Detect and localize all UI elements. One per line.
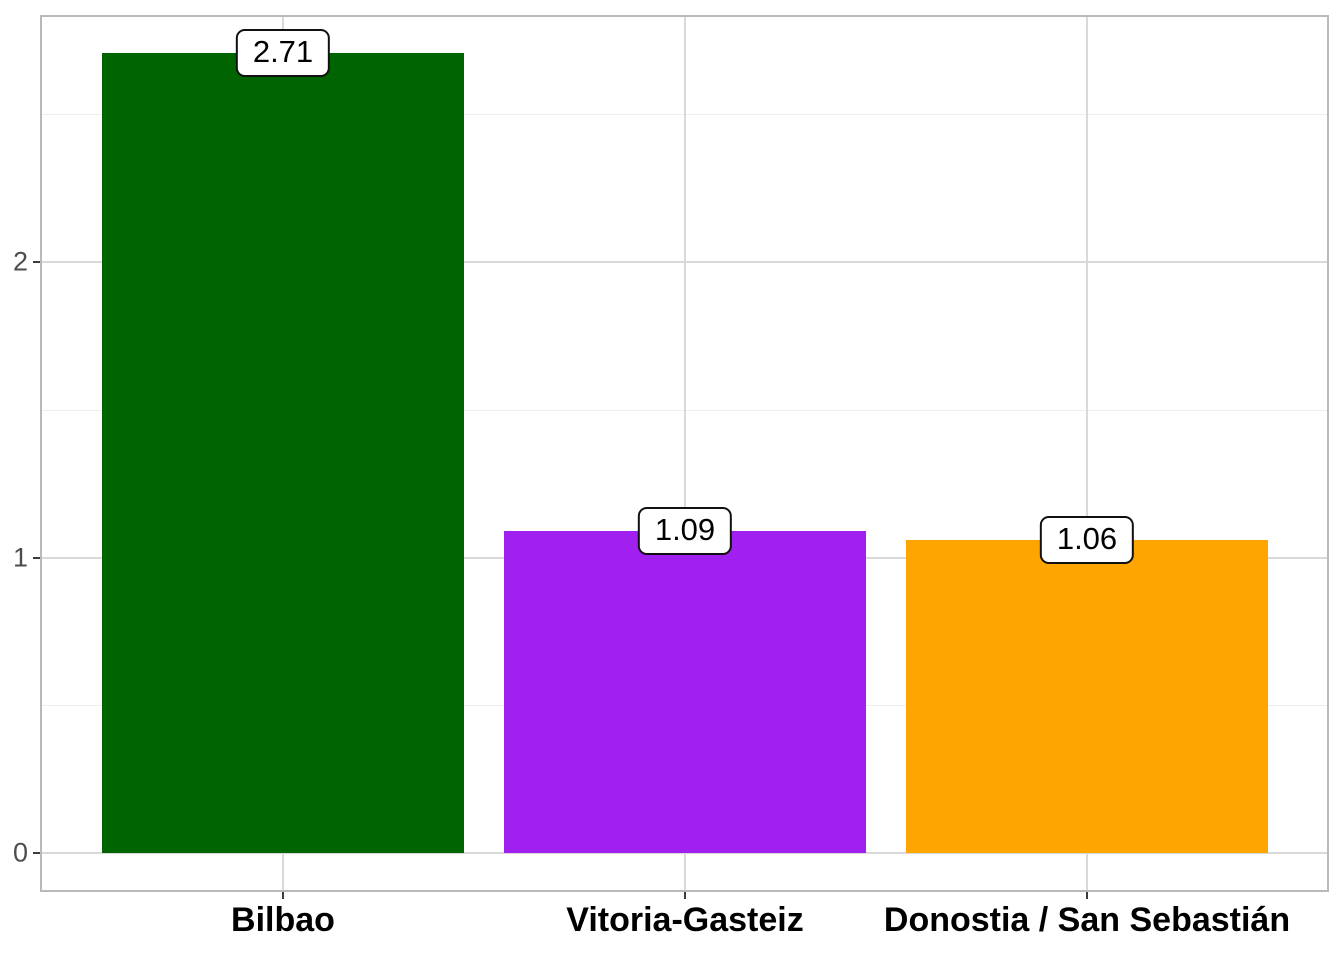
x-axis-tick <box>282 892 284 899</box>
gridline-v-major <box>684 15 686 892</box>
y-axis-tick-label: 0 <box>12 837 28 868</box>
x-axis-category-label: Vitoria-Gasteiz <box>566 901 804 939</box>
y-axis-tick <box>33 261 40 264</box>
y-axis-tick-label: 1 <box>12 542 28 573</box>
y-axis-tick-label: 2 <box>12 246 28 277</box>
x-axis-tick <box>684 892 686 899</box>
bar <box>102 52 464 853</box>
bar-value-label: 1.06 <box>1039 515 1135 564</box>
bar-value-label: 1.09 <box>637 507 733 556</box>
x-axis-category-label: Bilbao <box>231 901 335 939</box>
bar-value-label: 2.71 <box>235 28 331 77</box>
y-axis-tick <box>33 556 40 559</box>
x-axis-tick <box>1086 892 1088 899</box>
y-axis-tick <box>33 852 40 854</box>
bar <box>906 539 1268 853</box>
bar <box>504 531 866 853</box>
x-axis-category-label: Donostia / San Sebastián <box>883 901 1291 939</box>
gridline-v-major <box>1086 15 1088 892</box>
